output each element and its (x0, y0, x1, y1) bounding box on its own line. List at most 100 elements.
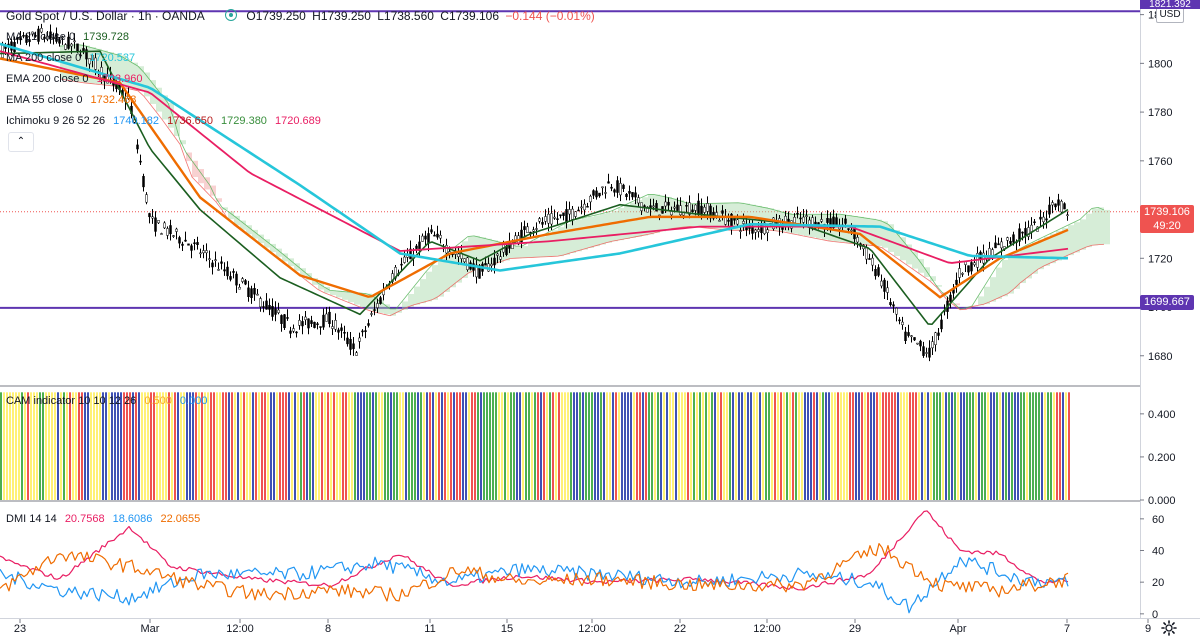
candle-body (25, 34, 28, 43)
cam-bar (216, 392, 218, 500)
candle-body (610, 186, 613, 189)
dmi-series-line[interactable] (0, 556, 1069, 614)
indicator-dmi[interactable]: DMI 14 14 20.7568 18.6086 22.0655 (6, 512, 205, 526)
cam-bar (486, 392, 488, 500)
cam-bar (1059, 392, 1061, 500)
ichimoku-cloud-segment (120, 55, 126, 87)
ichimoku-cloud-segment (144, 72, 150, 97)
candle-body (76, 43, 79, 52)
gear-icon (1161, 620, 1177, 636)
x-tick-label: 29 (849, 623, 861, 635)
cam-bar (627, 392, 629, 500)
candle-body (166, 228, 169, 236)
cam-bar (135, 392, 137, 500)
candle-body (211, 262, 214, 268)
cam-bar (54, 392, 56, 500)
candle-body (958, 268, 961, 278)
candle-body (364, 330, 367, 332)
ichimoku-cloud-segment (96, 48, 102, 85)
cam-bar (882, 392, 884, 500)
indicator-ichimoku[interactable]: Ichimoku 9 26 52 26 1740.182 1736.650 17… (6, 114, 326, 128)
indicator-ma21[interactable]: MA 21 close 0 1739.728 (6, 30, 134, 44)
cam-bar (36, 392, 38, 500)
dmi-series-line[interactable] (0, 543, 1069, 602)
x-tick-label: 12:00 (578, 623, 606, 635)
candle-body (304, 316, 307, 321)
candle-body (280, 315, 283, 324)
ichimoku-cloud-segment (1074, 222, 1080, 253)
candle-body (697, 200, 700, 215)
candle-body (1063, 203, 1066, 210)
cam-bar (576, 392, 578, 500)
cam-bar (234, 392, 236, 500)
series-line[interactable] (0, 57, 1069, 299)
candle-body (277, 309, 280, 313)
cam-bar (336, 392, 338, 500)
cam-bar (267, 392, 269, 500)
ichimoku-cloud-segment (408, 294, 414, 307)
candle-body (655, 203, 658, 212)
cam-bar (1005, 392, 1007, 500)
candle-body (685, 205, 688, 207)
candle-body (310, 320, 313, 324)
cam-bar (912, 392, 914, 500)
cam-bar (795, 392, 797, 500)
candle-body (544, 216, 547, 222)
cam-bar (210, 392, 212, 500)
settings-button[interactable] (1160, 619, 1178, 637)
collapse-legend-button[interactable]: ⌃ (8, 132, 34, 152)
cam-bar (156, 392, 158, 500)
ichimoku-cloud-segment (534, 239, 540, 258)
ichimoku-cloud-segment (486, 238, 492, 267)
indicator-ema55[interactable]: EMA 55 close 0 1732.468 (6, 93, 141, 107)
cam-bar (1032, 392, 1034, 500)
cam-bar (162, 392, 164, 500)
indicator-ema200[interactable]: EMA 200 close 0 1723.960 (6, 72, 148, 86)
candle-body (526, 226, 529, 233)
candle-body (727, 219, 730, 222)
cam-bar (897, 392, 899, 500)
candle-body (67, 36, 70, 49)
candle-body (622, 184, 625, 189)
cam-bar (933, 392, 935, 500)
indicator-ma200[interactable]: MA 200 close 0 1720.537 (6, 51, 140, 65)
market-status-icon[interactable] (225, 9, 238, 21)
series-line[interactable] (0, 42, 1069, 272)
ichimoku-cloud-segment (72, 45, 78, 81)
cam-pane[interactable] (0, 392, 1070, 500)
currency-badge[interactable]: USD (1156, 7, 1184, 23)
cam-bar (438, 392, 440, 500)
candle-body (1027, 227, 1030, 237)
series-line[interactable] (0, 50, 1069, 326)
ichimoku-cloud-segment (1020, 248, 1026, 284)
cam-bar (402, 392, 404, 500)
cam-value-2: 0.000 (179, 395, 208, 407)
cam-bar (12, 392, 14, 500)
cam-bar (1050, 392, 1052, 500)
candle-body (1009, 240, 1012, 244)
cam-bar (318, 392, 320, 500)
indicator-cam[interactable]: CAM indicator 10 10 12 26 0.500 0.000 (6, 394, 212, 408)
candle-body (253, 288, 256, 295)
dmi-series-line[interactable] (0, 510, 1069, 591)
cam-bar (810, 392, 812, 500)
dmi-pane[interactable] (0, 510, 1069, 614)
candle-body (628, 190, 631, 194)
ichimoku-cloud-segment (264, 239, 270, 248)
cam-bar (642, 392, 644, 500)
cam-bar (786, 392, 788, 500)
cam-bar (459, 392, 461, 500)
price-pane[interactable] (0, 10, 1140, 362)
series-line[interactable] (0, 50, 1069, 264)
indicator-label: EMA 55 close 0 (6, 94, 83, 106)
cam-bar (525, 392, 527, 500)
cam-bar (816, 392, 818, 500)
ichimoku-cloud-segment (174, 119, 180, 136)
cam-bar (354, 392, 356, 500)
cam-bar (363, 392, 365, 500)
ichimoku-cloud-segment (270, 243, 276, 253)
ichimoku-cloud-segment (432, 265, 438, 300)
cam-bar (225, 392, 227, 500)
cam-bar (984, 392, 986, 500)
